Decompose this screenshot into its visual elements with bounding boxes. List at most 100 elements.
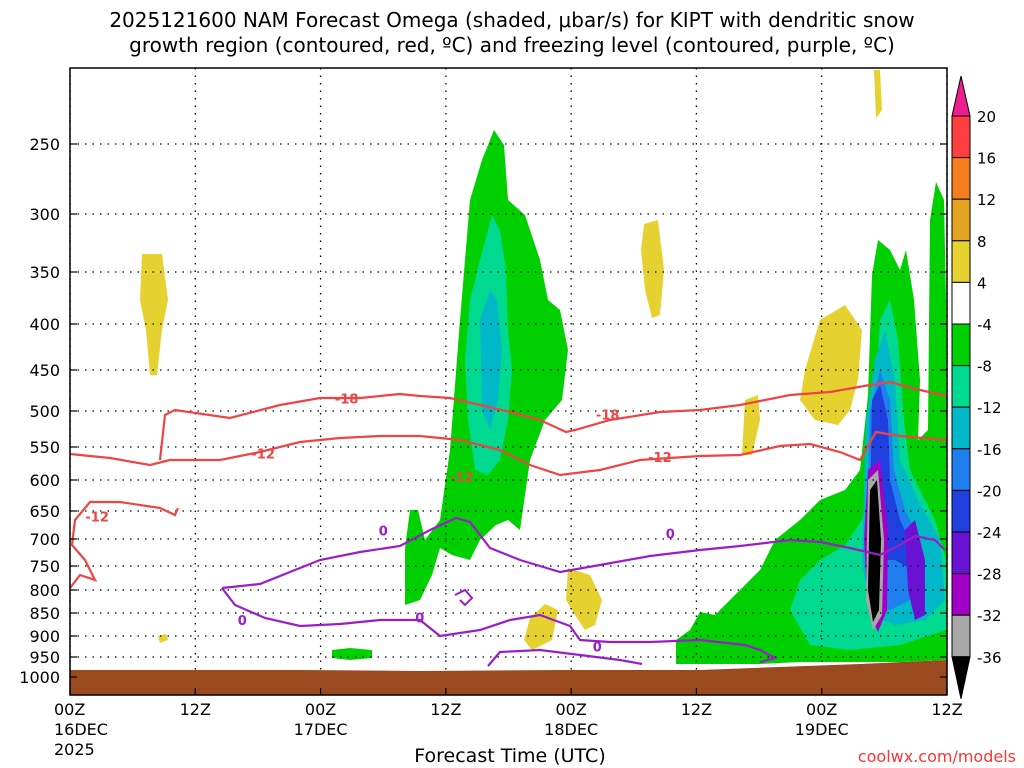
x-tick-date-label: 16DEC: [54, 720, 108, 739]
terrain-surface: [70, 660, 947, 695]
y-tick-label: 500: [29, 402, 60, 421]
y-tick-label: 250: [29, 135, 60, 154]
colorbar-tick-label: 4: [977, 274, 987, 292]
y-tick-label: 300: [29, 205, 60, 224]
shade-black-right: [868, 480, 881, 622]
colorbar-band: [951, 198, 971, 242]
dgz-minus18-contour: [158, 380, 948, 461]
contour-label: -18: [335, 393, 359, 408]
shade-yellow-top: [874, 70, 882, 118]
colorbar-tick-label: -8: [977, 358, 992, 376]
colorbar-tick-label: -4: [977, 316, 992, 334]
colorbar-band: [951, 531, 971, 575]
shade-yellow-dot: [158, 634, 168, 643]
colorbar-bottom-arrow: [951, 656, 971, 699]
colorbar-band: [951, 406, 971, 450]
colorbar-top-arrow: [951, 75, 971, 117]
shade-yellow-low1: [566, 568, 602, 630]
colorbar-band: [951, 281, 971, 325]
contour-label: -12: [648, 451, 672, 466]
shade-green-small: [332, 648, 372, 660]
shade-purple-right: [905, 520, 925, 620]
colorbar-tick-label: -28: [977, 566, 1002, 584]
colorbar-tick-label: -24: [977, 524, 1002, 542]
x-tick-label: 00Z: [806, 700, 837, 719]
y-tick-label: 600: [29, 471, 60, 490]
y-tick-label: 800: [29, 581, 60, 600]
dgz-minus12-lower-contour: [69, 500, 180, 589]
colorbar-tick-label: -12: [977, 399, 1002, 417]
colorbar-tick-label: -36: [977, 649, 1002, 667]
y-tick-label: 350: [29, 263, 60, 282]
shade-yellow-right2: [742, 395, 760, 455]
colorbar-tick-label: 8: [977, 233, 987, 251]
x-tick-label: 12Z: [931, 700, 962, 719]
dgz-minus12-contour: [69, 430, 948, 477]
omega-shading: [140, 70, 947, 664]
chart-title-line2: growth region (contoured, red, ºC) and f…: [129, 33, 895, 57]
colorbar-band: [951, 573, 971, 616]
contour-label: -12: [85, 511, 109, 526]
contour-lines: [69, 380, 948, 667]
contour-label: -18: [596, 409, 620, 424]
y-tick-label: 550: [29, 438, 60, 457]
colorbar-band: [951, 323, 971, 367]
x-tick-date-label: 17DEC: [294, 720, 348, 739]
y-tick-label: 750: [29, 557, 60, 576]
y-tick-label: 700: [29, 530, 60, 549]
x-tick-label: 00Z: [305, 700, 336, 719]
contour-label: 0: [666, 527, 675, 542]
colorbar: 20 16 12 8 4 -4 -8 -12 -16 -20 -24 -28 -32 -36: [951, 75, 1002, 699]
y-tick-label: 900: [29, 627, 60, 646]
colorbar-band: [951, 614, 971, 658]
freezing-0-bottom-contour: [487, 648, 643, 667]
contour-label: -12: [251, 448, 275, 463]
colorbar-tick-label: -16: [977, 441, 1002, 459]
colorbar-tick-label: -20: [977, 482, 1002, 500]
colorbar-band: [951, 489, 971, 533]
shade-yellow-left: [140, 254, 168, 375]
freezing-0-contour: [221, 516, 946, 590]
y-tick-label: 1000: [19, 668, 60, 687]
colorbar-band: [951, 157, 971, 200]
contour-label: 0: [238, 614, 247, 629]
x-axis-label: Forecast Time (UTC): [414, 745, 605, 767]
y-tick-label: 400: [29, 315, 60, 334]
colorbar-band: [951, 365, 971, 408]
x-tick-label: 00Z: [54, 700, 85, 719]
colorbar-tick-label: 20: [977, 108, 996, 126]
x-tick-label: 00Z: [555, 700, 586, 719]
colorbar-band: [951, 448, 971, 491]
contour-label: 0: [415, 612, 424, 627]
colorbar-tick-label: 16: [977, 150, 996, 168]
x-tick-label: 12Z: [681, 700, 712, 719]
plot-frame: [69, 67, 948, 696]
x-tick-year-label: 2025: [54, 740, 95, 759]
colorbar-tick-label: 12: [977, 191, 996, 209]
y-tick-label: 850: [29, 604, 60, 623]
y-axis: 250 300 350 400 450 500 550 600 650 700 750 800 850 9…: [19, 135, 947, 687]
shade-cyan-plume: [480, 290, 502, 430]
credit-text: coolwx.com/models: [858, 747, 1016, 766]
colorbar-band: [951, 240, 971, 283]
freezing-0-small-loop: [454, 588, 474, 607]
x-tick-date-label: 19DEC: [795, 720, 849, 739]
shade-yellow-low2: [524, 604, 558, 650]
y-tick-label: 950: [29, 648, 60, 667]
y-tick-label: 450: [29, 361, 60, 380]
x-tick-date-label: 18DEC: [544, 720, 598, 739]
y-tick-label: 650: [29, 502, 60, 521]
contour-label: -12: [450, 471, 474, 486]
contour-label: 0: [379, 525, 388, 540]
contour-labels: -18 -18 -12 -12 -12 -12 0 0 0 0 0: [85, 393, 675, 656]
contour-label: 0: [593, 641, 602, 656]
colorbar-band: [951, 115, 971, 159]
shade-yellow-right1: [800, 305, 862, 425]
freezing-0-lower-contour: [221, 587, 778, 664]
x-tick-label: 12Z: [430, 700, 461, 719]
shade-yellow-mid: [641, 220, 664, 318]
colorbar-tick-label: -32: [977, 607, 1002, 625]
x-tick-label: 12Z: [180, 700, 211, 719]
